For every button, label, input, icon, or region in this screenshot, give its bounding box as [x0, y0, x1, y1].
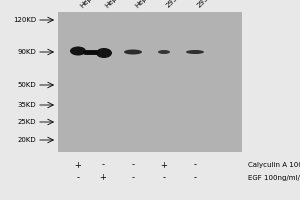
Ellipse shape	[88, 50, 92, 55]
Text: 20KD: 20KD	[17, 137, 36, 143]
Text: +: +	[75, 160, 81, 170]
Ellipse shape	[94, 50, 98, 55]
Text: HepG2: HepG2	[79, 0, 100, 9]
Text: -: -	[163, 173, 166, 182]
Ellipse shape	[186, 50, 204, 54]
Ellipse shape	[85, 50, 89, 55]
Ellipse shape	[89, 50, 93, 55]
Text: -: -	[131, 173, 134, 182]
Text: 293: 293	[196, 0, 210, 9]
Ellipse shape	[92, 50, 96, 55]
Ellipse shape	[91, 50, 95, 55]
Text: -: -	[194, 160, 196, 170]
Ellipse shape	[85, 50, 89, 55]
Ellipse shape	[87, 50, 92, 55]
Text: 50KD: 50KD	[17, 82, 36, 88]
Text: -: -	[194, 173, 196, 182]
Text: 120KD: 120KD	[13, 17, 36, 23]
Ellipse shape	[92, 50, 97, 55]
Text: 90KD: 90KD	[17, 49, 36, 55]
Ellipse shape	[89, 50, 93, 55]
Ellipse shape	[70, 46, 86, 55]
Ellipse shape	[93, 50, 97, 55]
Ellipse shape	[158, 50, 170, 54]
Text: -: -	[76, 173, 80, 182]
Bar	[58, 12, 242, 152]
Text: 25KD: 25KD	[17, 119, 36, 125]
Ellipse shape	[90, 50, 94, 55]
Ellipse shape	[124, 49, 142, 54]
Text: HepG2: HepG2	[104, 0, 125, 9]
Text: +: +	[160, 160, 167, 170]
Text: 35KD: 35KD	[17, 102, 36, 108]
Text: 293: 293	[165, 0, 179, 9]
Ellipse shape	[83, 50, 87, 55]
Text: EGF 100ng/ml/20min: EGF 100ng/ml/20min	[248, 175, 300, 181]
Ellipse shape	[86, 50, 90, 55]
Text: -: -	[131, 160, 134, 170]
Ellipse shape	[95, 50, 99, 55]
Ellipse shape	[96, 48, 112, 58]
Ellipse shape	[91, 50, 94, 55]
Text: -: -	[101, 160, 104, 170]
Ellipse shape	[84, 50, 88, 55]
Ellipse shape	[94, 50, 98, 55]
Ellipse shape	[87, 50, 91, 55]
Text: +: +	[100, 173, 106, 182]
Ellipse shape	[84, 50, 88, 55]
Text: Calyculin A 100nM/60min: Calyculin A 100nM/60min	[248, 162, 300, 168]
Text: HepG2: HepG2	[134, 0, 155, 9]
